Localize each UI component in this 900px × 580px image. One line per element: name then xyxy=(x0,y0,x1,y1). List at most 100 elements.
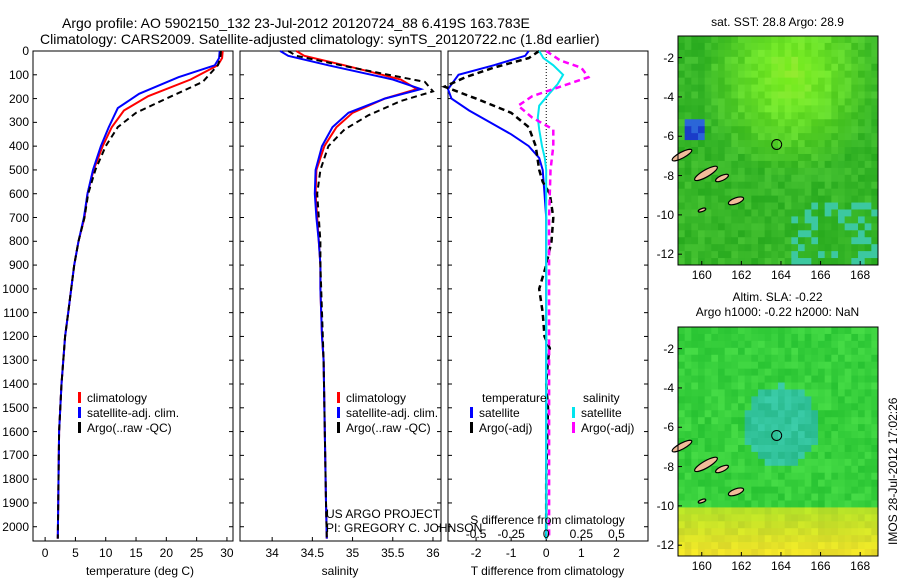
map-cell xyxy=(764,486,772,494)
map-cell xyxy=(824,112,832,120)
map-cell xyxy=(718,451,726,460)
map-cell xyxy=(844,424,852,432)
map-cell xyxy=(758,514,766,522)
map-cell xyxy=(684,368,692,376)
map-cell xyxy=(684,140,692,148)
map-cell xyxy=(731,91,739,99)
map-cell xyxy=(784,382,792,390)
map-cell xyxy=(718,77,726,85)
map-cell xyxy=(771,63,779,72)
map-cell xyxy=(864,549,872,557)
map-cell xyxy=(744,258,752,266)
map-cell xyxy=(798,493,806,501)
map-cell xyxy=(711,479,719,488)
map-cell xyxy=(791,258,799,266)
map-cell xyxy=(731,458,739,467)
map-cell xyxy=(691,486,699,494)
legend-item-temp-satellite: satellite xyxy=(470,406,520,421)
map-cell xyxy=(858,63,866,72)
map-cell xyxy=(858,230,866,238)
map-cell xyxy=(844,486,852,494)
temp-xtick-label: 10 xyxy=(99,546,113,560)
map-cell xyxy=(811,549,819,557)
map-cell xyxy=(684,327,692,335)
map-cell xyxy=(871,251,879,259)
legend-swatch xyxy=(470,422,473,433)
map-cell xyxy=(858,486,866,494)
map-cell xyxy=(684,202,692,210)
map-cell xyxy=(698,160,706,169)
map-cell xyxy=(798,535,806,543)
temp-xtick-label: 20 xyxy=(159,546,173,560)
map-cell xyxy=(858,105,866,113)
legend-item-argo: Argo(..raw -QC) xyxy=(337,421,438,436)
map-cell xyxy=(698,98,706,106)
map-cell xyxy=(844,195,852,203)
map-cell xyxy=(798,410,806,418)
map-cell xyxy=(824,84,832,92)
map-cell xyxy=(711,340,719,349)
map-cell xyxy=(824,444,832,453)
map-xtick-label: 162 xyxy=(731,268,752,282)
map-cell xyxy=(804,424,812,432)
map-cell xyxy=(704,403,712,411)
map-cell xyxy=(764,70,772,79)
map-cell xyxy=(791,438,799,446)
map-cell xyxy=(718,424,726,432)
map-cell xyxy=(818,153,826,162)
map-cell xyxy=(718,160,726,169)
map-cell xyxy=(838,451,846,460)
map-cell xyxy=(678,140,686,148)
map-cell xyxy=(698,140,706,148)
map-cell xyxy=(798,153,806,162)
map-cell xyxy=(831,36,839,44)
map-cell xyxy=(838,188,846,197)
legend-swatch xyxy=(470,407,473,418)
diff-s-xtick-label: -0.5 xyxy=(465,527,487,541)
map-cell xyxy=(758,167,766,176)
map-cell xyxy=(744,105,752,113)
map-cell xyxy=(684,188,692,197)
map-cell xyxy=(818,42,826,51)
map-cell xyxy=(811,119,819,127)
map-cell xyxy=(751,251,759,259)
map-cell xyxy=(764,63,772,72)
map-cell xyxy=(844,188,852,197)
map-cell xyxy=(804,140,812,148)
map-cell xyxy=(771,465,779,474)
map-cell xyxy=(831,424,839,432)
map-cell xyxy=(731,396,739,404)
map-cell xyxy=(844,84,852,92)
map-cell xyxy=(678,347,686,356)
map-cell xyxy=(764,98,772,106)
map-cell xyxy=(724,105,732,113)
map-cell xyxy=(738,542,746,550)
figure-title-line1: Argo profile: AO 5902150_132 23-Jul-2012… xyxy=(62,15,530,31)
map-cell xyxy=(731,549,739,557)
map-cell xyxy=(811,507,819,515)
map-cell xyxy=(771,119,779,127)
map-cell xyxy=(718,549,726,557)
map-cell xyxy=(831,126,839,134)
map-cell xyxy=(691,417,699,425)
map-cell xyxy=(844,458,852,467)
map-cell xyxy=(811,444,819,453)
map-cell xyxy=(798,340,806,349)
map-cell xyxy=(758,147,766,155)
map-cell xyxy=(811,237,819,245)
map-cell xyxy=(764,105,772,113)
map-cell xyxy=(751,333,759,342)
t-difference-xlabel: T difference from climatology xyxy=(470,564,625,578)
map-cell xyxy=(758,444,766,453)
map-cell xyxy=(751,126,759,134)
map-cell xyxy=(778,202,786,210)
map-cell xyxy=(758,521,766,529)
map-cell xyxy=(798,465,806,474)
map-cell xyxy=(784,500,792,508)
map-cell xyxy=(791,91,799,99)
map-cell xyxy=(791,417,799,425)
map-cell xyxy=(844,444,852,453)
map-cell xyxy=(704,542,712,550)
map-cell xyxy=(738,465,746,474)
map-cell xyxy=(691,535,699,543)
